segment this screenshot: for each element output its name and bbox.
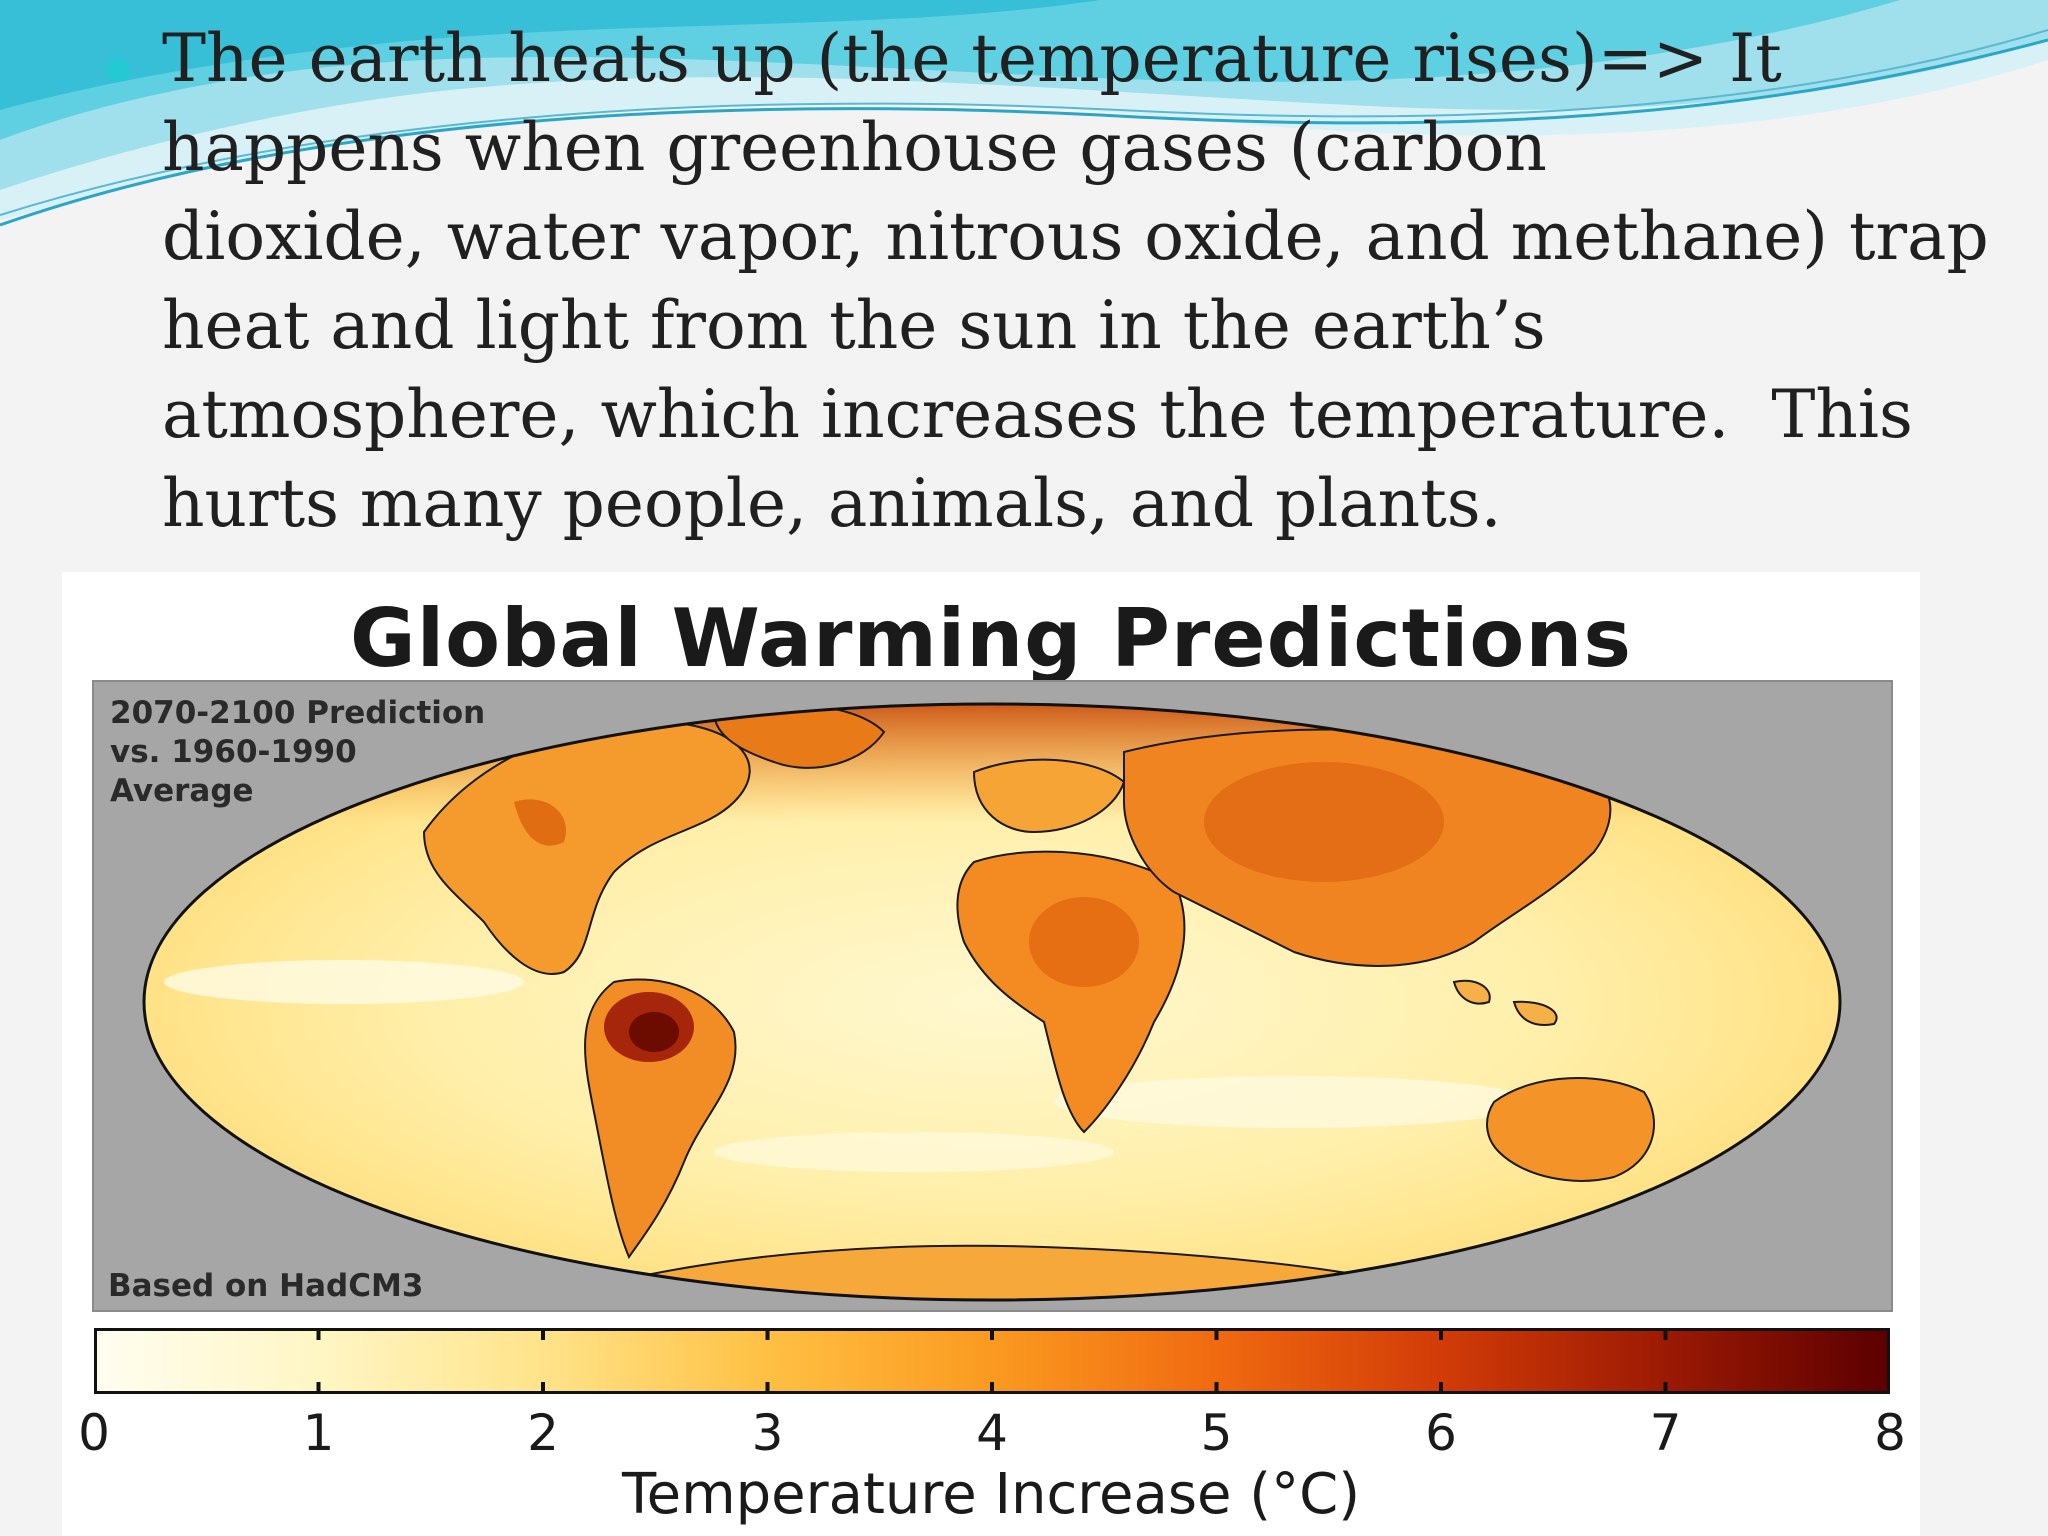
colorbar-tick-label: 0 [78,1404,110,1462]
bullet-line: The earth heats up (the temperature rise… [162,20,1782,97]
prediction-note-line: Average [110,773,254,809]
bullet-dot-icon [106,58,130,82]
prediction-note-line: 2070-2100 Prediction [110,695,486,731]
bullet-line: atmosphere, which increases the temperat… [162,376,1913,453]
temperature-colorbar [94,1328,1890,1394]
colorbar-tick-label: 7 [1649,1404,1682,1462]
bullet-line: hurts many people, animals, and plants. [162,465,1502,542]
bullet-line: dioxide, water vapor, nitrous oxide, and… [162,198,1989,275]
europe [972,758,1126,834]
colorbar-tick-label: 2 [527,1404,559,1462]
world-map [142,702,1842,1302]
global-warming-map-figure: Global Warming Predictions [62,572,1920,1536]
figure-title: Global Warming Predictions [350,592,1632,685]
colorbar-tick-label: 5 [1200,1404,1233,1462]
bullet-line: heat and light from the sun in the earth… [162,287,1546,364]
bullet-line: happens when greenhouse gases (carbon [162,109,1547,186]
map-panel: 2070-2100 Prediction vs. 1960-1990 Avera… [92,680,1893,1312]
model-source-note: Based on HadCM3 [108,1268,424,1304]
bullet-text: The earth heats up (the temperature rise… [162,14,2000,548]
prediction-note: 2070-2100 Prediction vs. 1960-1990 Avera… [110,694,485,811]
colorbar-tick-label: 4 [976,1404,1008,1462]
header-wave-decoration [0,0,2048,227]
colorbar-axis-label: Temperature Increase (°C) [621,1462,1361,1527]
colorbar-tick-label: 6 [1425,1404,1457,1462]
colorbar-tick-label: 1 [302,1404,335,1462]
colorbar-tick-label: 8 [1874,1404,1906,1462]
colorbar-tick-label: 3 [751,1404,784,1462]
prediction-note-line: vs. 1960-1990 [110,734,357,770]
australia [1486,1077,1655,1182]
